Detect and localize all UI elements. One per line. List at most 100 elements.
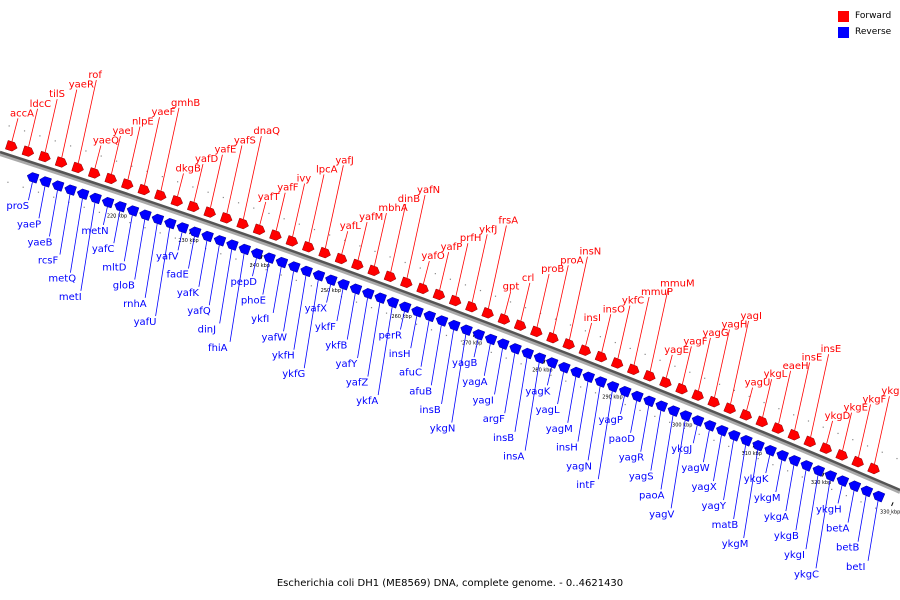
- forward-gene-leader: [536, 274, 550, 328]
- outer-track-dot: [614, 341, 616, 344]
- tick-label: 220 kbp: [107, 214, 127, 220]
- reverse-gene-arrow: [812, 465, 826, 477]
- outer-track-dot: [207, 191, 209, 193]
- outer-track-dot: [866, 445, 869, 447]
- reverse-gene-arrow: [448, 319, 461, 332]
- reverse-gene-leader: [198, 240, 208, 287]
- forward-gene-label: proA: [560, 255, 583, 266]
- inner-track-dot: [639, 409, 641, 412]
- inner-track-dot: [565, 380, 567, 382]
- reverse-gene-leader: [557, 371, 564, 405]
- forward-gene-label: ykgF: [862, 394, 886, 405]
- inner-track-dot: [355, 301, 358, 303]
- outer-track-dot: [177, 181, 179, 183]
- reverse-gene-arrow: [521, 347, 535, 360]
- reverse-gene-leader: [670, 420, 686, 509]
- forward-gene-label: insI: [584, 313, 601, 324]
- reverse-gene-label: paoA: [639, 490, 665, 501]
- reverse-gene-arrow: [740, 435, 753, 447]
- outer-track-dot: [359, 245, 361, 247]
- outer-track-dot: [344, 239, 346, 242]
- forward-gene-label: yagG: [702, 328, 728, 339]
- forward-gene-leader: [28, 108, 38, 147]
- outer-track-dot: [85, 150, 87, 152]
- inner-track-dot: [98, 211, 101, 213]
- reverse-gene-label: ykgN: [430, 424, 456, 435]
- reverse-gene-leader: [367, 302, 381, 377]
- outer-track-dot: [389, 256, 391, 258]
- reverse-gene-arrow: [176, 222, 190, 234]
- reverse-gene-label: ykgH: [816, 504, 842, 515]
- forward-gene-label: proB: [541, 264, 564, 275]
- outer-track-dot: [374, 250, 376, 253]
- reverse-gene-arrow: [752, 440, 765, 452]
- reverse-gene-arrow: [398, 301, 412, 314]
- outer-track-dot: [763, 401, 765, 404]
- outer-track-dot: [644, 353, 646, 355]
- outer-track-dot: [268, 212, 270, 215]
- reverse-gene-arrow: [545, 357, 559, 369]
- outer-track-dot: [419, 267, 421, 269]
- outer-track-dot: [659, 359, 661, 361]
- forward-gene-leader: [127, 126, 141, 180]
- reverse-gene-arrow: [558, 362, 571, 374]
- tick-label: 230 kbp: [178, 238, 198, 244]
- reverse-gene-label: dinJ: [198, 324, 216, 335]
- forward-gene-label: yagI: [741, 311, 762, 322]
- inner-track-dot: [505, 357, 507, 359]
- reverse-gene-leader: [188, 236, 195, 269]
- forward-gene-label: yafE: [214, 145, 236, 156]
- outer-track-dot: [434, 273, 436, 275]
- forward-gene-leader: [308, 174, 325, 243]
- forward-gene-arrow: [400, 276, 413, 289]
- forward-gene-label: ykgG: [881, 386, 900, 397]
- forward-gene-leader: [552, 265, 569, 334]
- reverse-gene-arrow: [776, 450, 789, 462]
- forward-gene-arrow: [121, 178, 134, 190]
- forward-gene-label: yagU: [745, 378, 771, 389]
- reverse-gene-arrow: [213, 235, 227, 247]
- reverse-gene-leader: [577, 381, 589, 442]
- outer-track-dot: [852, 439, 854, 441]
- reverse-gene-arrow: [800, 460, 814, 472]
- reverse-gene-arrow: [76, 188, 90, 200]
- forward-gene-leader: [61, 89, 78, 158]
- forward-gene-arrow: [383, 270, 397, 283]
- forward-gene-arrow: [5, 140, 18, 152]
- tick-label: 260 kbp: [391, 314, 411, 320]
- forward-gene-label: ykfC: [622, 296, 644, 307]
- reverse-gene-label: yagY: [702, 501, 727, 512]
- inner-track-dot: [757, 457, 759, 460]
- reverse-gene-arrow: [643, 395, 656, 408]
- inner-track-dot: [174, 237, 176, 239]
- reverse-gene-label: fhiA: [208, 343, 228, 354]
- reverse-gene-label: phoE: [241, 296, 266, 307]
- forward-gene-leader: [324, 165, 344, 249]
- forward-gene-arrow: [562, 338, 575, 350]
- forward-gene-label: yaeJ: [112, 126, 133, 137]
- reverse-gene-arrow: [606, 381, 620, 393]
- forward-gene-arrow: [594, 350, 608, 363]
- inner-track-dot: [580, 386, 582, 388]
- forward-gene-arrow: [367, 264, 380, 277]
- forward-gene-leader: [569, 256, 588, 340]
- outer-track-dot: [54, 140, 56, 142]
- outer-track-dot: [100, 155, 102, 157]
- reverse-gene-label: betI: [846, 562, 865, 573]
- reverse-gene-leader: [326, 284, 331, 303]
- reverse-gene-leader: [49, 190, 58, 237]
- reverse-gene-leader: [587, 386, 601, 461]
- inner-track-dot: [430, 329, 433, 331]
- reverse-gene-leader: [293, 275, 307, 350]
- reverse-gene-label: yafK: [177, 288, 200, 299]
- inner-track-dot: [889, 513, 891, 516]
- tick-label: 280 kbp: [532, 367, 552, 373]
- forward-gene-leader: [292, 183, 305, 237]
- forward-gene-label: dinB: [398, 194, 420, 205]
- forward-gene-label: rof: [88, 70, 102, 81]
- inner-track-dot: [235, 258, 237, 260]
- reverse-gene-label: ykfB: [325, 341, 347, 352]
- forward-gene-arrow: [334, 252, 348, 265]
- reverse-gene-label: ykgJ: [671, 444, 692, 455]
- forward-gene-arrow: [513, 319, 527, 331]
